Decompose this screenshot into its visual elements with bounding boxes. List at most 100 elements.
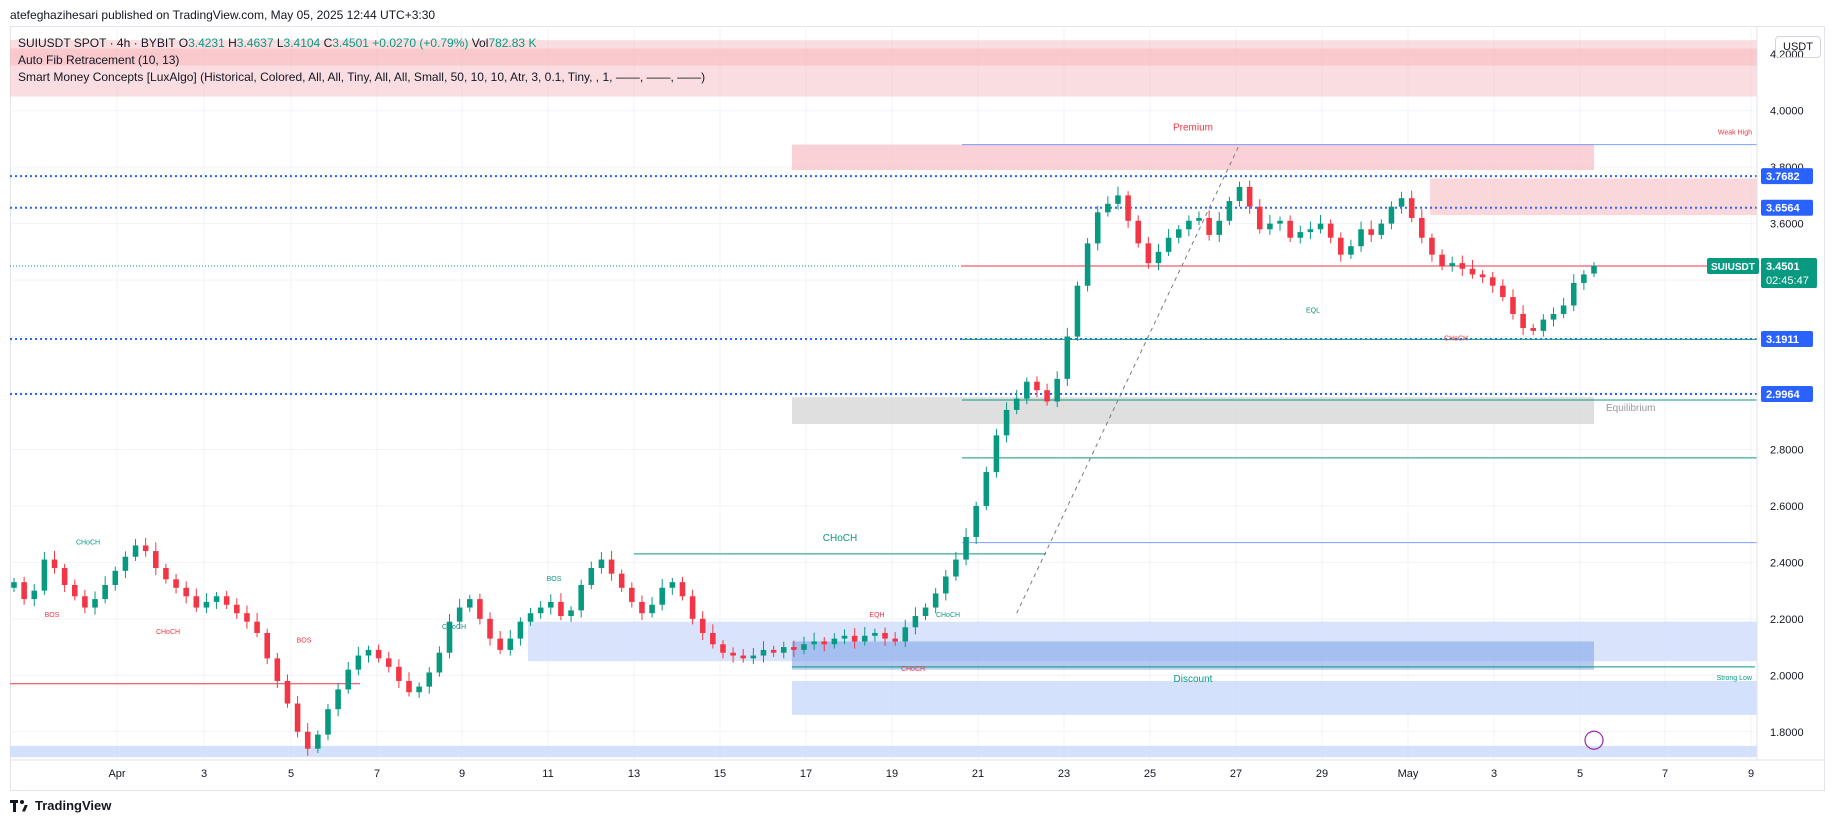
candle-body [740, 655, 747, 659]
candle-body [1398, 198, 1405, 207]
candle-body [21, 582, 27, 600]
candle [1398, 191, 1405, 214]
candle [375, 644, 382, 663]
candle [1408, 190, 1415, 223]
candle-body [477, 599, 483, 619]
tag-2996: 2.9964 [1766, 389, 1801, 401]
candle-body [396, 666, 402, 681]
candle [122, 551, 129, 578]
candle [629, 582, 635, 608]
candle [355, 646, 362, 676]
candle [1277, 216, 1283, 231]
candle-body [294, 703, 301, 732]
candle [1570, 274, 1577, 312]
candle [1013, 389, 1020, 415]
candle-body [1013, 398, 1020, 410]
candle [720, 640, 726, 659]
candle-body [892, 638, 898, 642]
candle-body [710, 632, 716, 645]
time-tick: 29 [1316, 768, 1328, 780]
candle-body [406, 680, 412, 693]
candle-body [1003, 409, 1010, 436]
candle-body [558, 601, 564, 617]
discount-zone-bottom [10, 745, 1757, 758]
candle-body [385, 658, 392, 667]
symbol-line: SUIUSDT SPOT · 4h · BYBIT [18, 36, 176, 50]
candle-body [801, 644, 807, 650]
candle-body [1317, 223, 1324, 230]
close-value: 3.4501 [332, 36, 369, 50]
choch-label-3: CHoCH [442, 624, 466, 631]
price-tick: 4.0000 [1770, 106, 1804, 118]
tag-2996-bg [1761, 386, 1813, 403]
candle [588, 561, 595, 590]
candle [659, 579, 665, 611]
discount-label: Discount [1174, 674, 1213, 685]
candle-body [1267, 223, 1273, 230]
candle [689, 589, 696, 625]
candle [710, 624, 716, 649]
strong-low-label: Strong Low [1717, 675, 1753, 682]
candle-body [1145, 243, 1152, 264]
candle [234, 598, 240, 619]
candle-body [548, 601, 554, 608]
candle-body [284, 680, 291, 704]
candle [1459, 255, 1466, 276]
premium-zone [792, 144, 1594, 170]
candle-body [993, 435, 1000, 473]
time-tick: 17 [800, 768, 812, 780]
candle [1003, 402, 1010, 443]
candle-body [1034, 381, 1040, 391]
candle-body [1105, 203, 1111, 213]
time-tick: 15 [714, 768, 726, 780]
candle [963, 528, 969, 566]
candle-body [598, 559, 605, 569]
candle-body [1540, 319, 1547, 331]
candle [770, 645, 777, 657]
high-value: 3.4637 [236, 36, 274, 50]
candle [608, 550, 615, 581]
current-price: 3.4501 [1766, 261, 1800, 273]
chart-frame[interactable] [10, 26, 1825, 791]
candle-body [1327, 223, 1334, 238]
candle-body [872, 632, 878, 636]
indicator-fib[interactable]: Auto Fib Retracement (10, 13) [18, 53, 180, 67]
candle [993, 428, 1000, 478]
candle [82, 589, 88, 614]
candle-body [1591, 265, 1597, 274]
candle [1044, 383, 1050, 406]
candle-body [1256, 206, 1263, 230]
candle [699, 611, 706, 641]
change-value: +0.0270 (+0.79%) [372, 36, 469, 50]
candle-body [780, 647, 787, 653]
indicator-smc[interactable]: Smart Money Concepts [LuxAlgo] (Historic… [18, 70, 706, 84]
choch-label-red: CHoCH [1444, 336, 1468, 343]
candle-body [699, 618, 706, 633]
candle [223, 590, 230, 609]
candle [284, 674, 291, 708]
candle [183, 581, 189, 604]
candle [517, 617, 524, 646]
candle-body [1489, 277, 1496, 286]
candle [1165, 228, 1172, 257]
time-tick: 23 [1058, 768, 1070, 780]
candle-body [1570, 282, 1577, 306]
time-tick: 7 [374, 768, 380, 780]
candle [882, 627, 888, 646]
candle-body [234, 604, 240, 614]
time-tick: May [1398, 768, 1419, 780]
candle-body [11, 582, 17, 588]
candle [1378, 219, 1385, 240]
candle-body [183, 587, 189, 597]
candle [1520, 305, 1526, 336]
candle-body [1064, 336, 1071, 379]
symbol-legend[interactable]: SUIUSDT SPOT · 4h · BYBIT O3.4231 H3.463… [18, 36, 536, 50]
candle-body [1408, 198, 1415, 218]
candle-body [588, 568, 595, 585]
candle [1115, 186, 1121, 210]
candle [851, 628, 858, 649]
currency-button[interactable]: USDT [1775, 36, 1821, 58]
candle [1024, 377, 1030, 405]
supply-zone-top [10, 48, 1757, 66]
